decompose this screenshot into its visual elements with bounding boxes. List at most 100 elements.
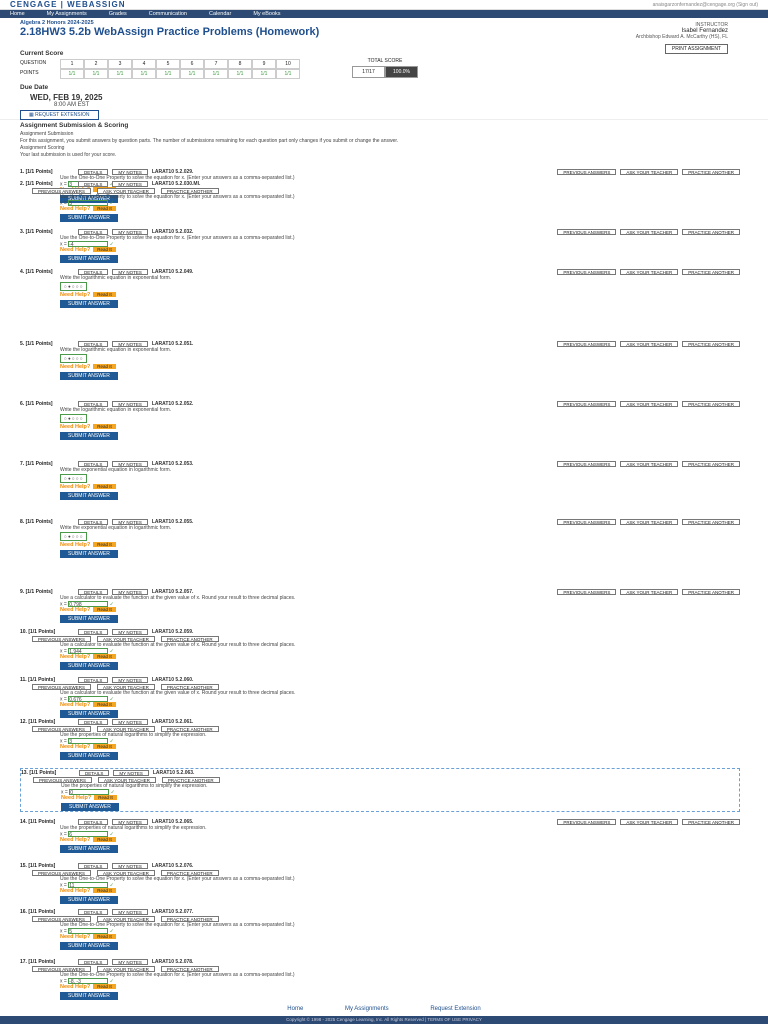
answer-choices[interactable]: ○ ● ○ ○ ○ [60,532,87,541]
my-notes-button[interactable]: MY NOTES [112,718,148,725]
nav-my-ebooks[interactable]: My eBooks [253,11,281,17]
submit-answer-button[interactable]: SUBMIT ANSWER [60,195,118,204]
answer-input[interactable]: 3 [68,738,109,745]
request-extension-button[interactable]: ▦ REQUEST EXTENSION [20,110,99,120]
answer-input[interactable]: 11 [68,882,109,889]
question-number[interactable]: 5 [156,59,180,69]
my-notes-button[interactable]: MY NOTES [112,400,148,407]
my-notes-button[interactable]: MY NOTES [112,460,148,467]
submit-answer-button[interactable]: SUBMIT ANSWER [60,255,118,264]
practice-another-button[interactable]: PRACTICE ANOTHER [682,818,740,825]
details-button[interactable]: DETAILS [78,676,109,683]
practice-another-button[interactable]: PRACTICE ANOTHER [682,268,740,275]
read-it-button[interactable]: Read It [93,888,116,894]
previous-answers-button[interactable]: PREVIOUS ANSWERS [32,725,92,732]
details-button[interactable]: DETAILS [78,518,109,525]
ask-teacher-button[interactable]: ASK YOUR TEACHER [620,400,679,407]
submit-answer-button[interactable]: SUBMIT ANSWER [60,752,118,761]
ask-teacher-button[interactable]: ASK YOUR TEACHER [97,965,155,972]
read-it-button[interactable]: Read It [93,984,116,990]
footer-request-extension-link[interactable]: Request Extension [430,1006,481,1012]
my-notes-button[interactable]: MY NOTES [112,908,148,915]
previous-answers-button[interactable]: PREVIOUS ANSWERS [557,268,617,275]
submit-answer-button[interactable]: SUBMIT ANSWER [60,845,118,854]
ask-teacher-button[interactable]: ASK YOUR TEACHER [620,228,679,235]
previous-answers-button[interactable]: PREVIOUS ANSWERS [557,588,617,595]
read-it-button[interactable]: Read It [93,206,116,212]
my-notes-button[interactable]: MY NOTES [112,628,148,635]
practice-another-button[interactable]: PRACTICE ANOTHER [160,965,219,972]
previous-answers-button[interactable]: PREVIOUS ANSWERS [32,965,92,972]
read-it-button[interactable]: Read It [93,247,116,253]
details-button[interactable]: DETAILS [78,628,109,635]
nav-calendar[interactable]: Calendar [208,11,232,17]
practice-another-button[interactable]: PRACTICE ANOTHER [682,340,740,347]
nav-communication[interactable]: Communication [148,11,187,17]
my-notes-button[interactable]: MY NOTES [112,862,148,869]
my-notes-button[interactable]: MY NOTES [112,958,148,965]
ask-teacher-button[interactable]: ASK YOUR TEACHER [620,518,679,525]
my-notes-button[interactable]: MY NOTES [112,676,148,683]
read-it-button[interactable]: Read It [93,364,116,369]
submit-answer-button[interactable]: SUBMIT ANSWER [60,372,118,380]
previous-answers-button[interactable]: PREVIOUS ANSWERS [557,818,617,825]
previous-answers-button[interactable]: PREVIOUS ANSWERS [32,635,92,642]
nav-my-assignments[interactable]: My Assignments [46,11,87,17]
practice-another-button[interactable]: PRACTICE ANOTHER [160,635,219,642]
previous-answers-button[interactable]: PREVIOUS ANSWERS [32,683,92,690]
my-notes-button[interactable]: MY NOTES [112,518,148,525]
read-it-button[interactable]: Read It [93,542,116,547]
submit-answer-button[interactable]: SUBMIT ANSWER [60,615,118,624]
answer-choices[interactable]: ○ ● ○ ○ ○ [60,474,87,483]
practice-another-button[interactable]: PRACTICE ANOTHER [160,915,219,922]
practice-another-button[interactable]: PRACTICE ANOTHER [160,725,219,732]
ask-teacher-button[interactable]: ASK YOUR TEACHER [620,268,679,275]
read-it-button[interactable]: Read It [93,702,116,708]
submit-answer-button[interactable]: SUBMIT ANSWER [60,432,118,440]
ask-teacher-button[interactable]: ASK YOUR TEACHER [97,915,155,922]
submit-answer-button[interactable]: SUBMIT ANSWER [60,662,118,671]
question-number[interactable]: 7 [204,59,228,69]
practice-another-button[interactable]: PRACTICE ANOTHER [160,187,219,194]
practice-another-button[interactable]: PRACTICE ANOTHER [682,168,740,175]
details-button[interactable]: DETAILS [78,588,109,595]
details-button[interactable]: DETAILS [78,818,109,825]
ask-teacher-button[interactable]: ASK YOUR TEACHER [620,588,679,595]
answer-choices[interactable]: ○ ● ○ ○ ○ [60,414,87,423]
read-it-button[interactable]: Read It [93,654,116,660]
previous-answers-button[interactable]: PREVIOUS ANSWERS [32,915,92,922]
question-number[interactable]: 9 [252,59,276,69]
read-it-button[interactable]: Read It [93,424,116,429]
submit-answer-button[interactable]: SUBMIT ANSWER [60,550,118,558]
submit-answer-button[interactable]: SUBMIT ANSWER [60,710,118,719]
question-number[interactable]: 4 [132,59,156,69]
practice-another-button[interactable]: PRACTICE ANOTHER [160,869,219,876]
previous-answers-button[interactable]: PREVIOUS ANSWERS [557,400,617,407]
previous-answers-button[interactable]: PREVIOUS ANSWERS [557,518,617,525]
account-link[interactable]: anaisgarzonfernandez@cengage.org (Sign o… [652,1,758,8]
answer-choices[interactable]: ○ ● ○ ○ ○ [60,282,87,291]
details-button[interactable]: DETAILS [78,908,109,915]
question-number[interactable]: 3 [108,59,132,69]
ask-teacher-button[interactable]: ASK YOUR TEACHER [620,460,679,467]
ask-teacher-button[interactable]: ASK YOUR TEACHER [97,187,155,194]
submit-answer-button[interactable]: SUBMIT ANSWER [60,992,118,1001]
my-notes-button[interactable]: MY NOTES [112,180,148,187]
previous-answers-button[interactable]: PREVIOUS ANSWERS [32,187,92,194]
read-it-button[interactable]: Read It [93,292,116,297]
answer-input[interactable]: 0.798 [68,601,109,608]
submit-answer-button[interactable]: SUBMIT ANSWER [60,214,118,223]
details-button[interactable]: DETAILS [78,400,109,407]
question-number[interactable]: 2 [84,59,108,69]
practice-another-button[interactable]: PRACTICE ANOTHER [682,400,740,407]
ask-teacher-button[interactable]: ASK YOUR TEACHER [620,340,679,347]
previous-answers-button[interactable]: PREVIOUS ANSWERS [557,228,617,235]
question-number[interactable]: 6 [180,59,204,69]
ask-teacher-button[interactable]: ASK YOUR TEACHER [98,776,156,783]
answer-choices[interactable]: ○ ● ○ ○ ○ [60,354,87,363]
ask-teacher-button[interactable]: ASK YOUR TEACHER [97,725,155,732]
answer-input[interactable]: 1.944 [68,648,109,655]
nav-home[interactable]: Home [10,11,25,17]
details-button[interactable]: DETAILS [78,862,109,869]
previous-answers-button[interactable]: PREVIOUS ANSWERS [557,340,617,347]
